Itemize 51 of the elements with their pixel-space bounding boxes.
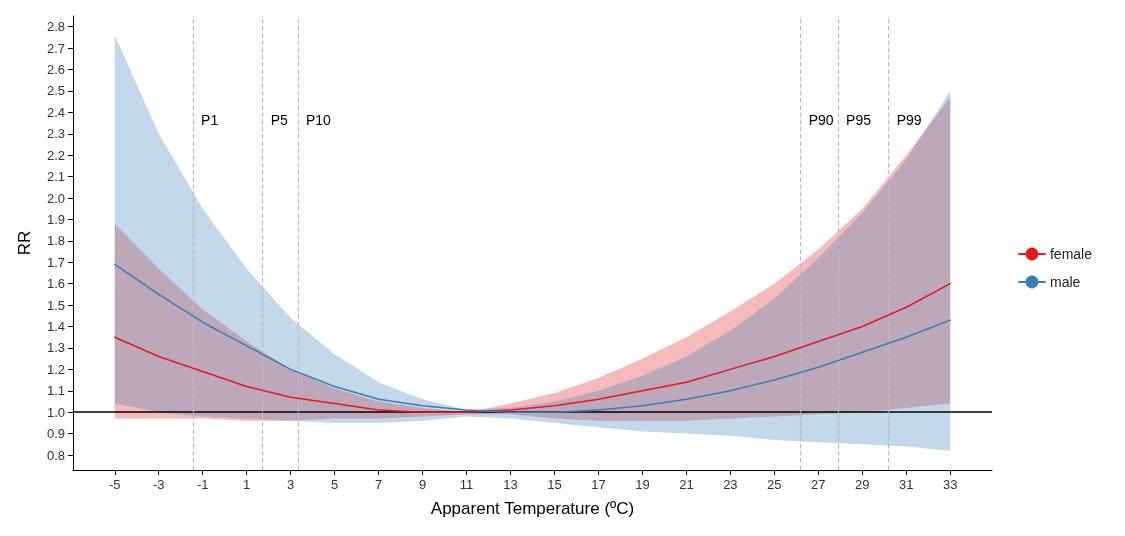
x-tick-label: 3 [287, 477, 295, 492]
x-tick-label: -1 [196, 477, 209, 492]
y-tick-label: 0.8 [46, 447, 65, 463]
y-tick-label: 2.8 [46, 19, 65, 35]
legend-label: female [1049, 246, 1093, 262]
x-tick-label: 27 [811, 477, 826, 492]
y-tick-label: 1.6 [46, 276, 65, 292]
x-tick-label: 23 [723, 477, 738, 492]
y-tick-label: 2.6 [46, 62, 65, 78]
x-axis-title: Apparent Temperature (ºC) [430, 499, 635, 518]
y-tick-label: 1.5 [46, 297, 65, 313]
x-tick-label: 7 [374, 477, 383, 492]
ref-line-label: P99 [896, 112, 922, 129]
y-tick-label: 2.1 [46, 169, 65, 185]
x-tick-label: 13 [503, 477, 518, 492]
y-tick-label: 1.3 [46, 340, 65, 356]
y-tick-label: 1.8 [46, 233, 65, 249]
ref-line-label: P1 [201, 112, 219, 129]
y-tick-label: 0.9 [46, 426, 65, 442]
ref-line-label: P5 [270, 112, 289, 129]
x-tick-label: 11 [459, 477, 474, 492]
x-tick-label: 33 [942, 477, 958, 492]
y-tick-label: 1.2 [46, 361, 65, 377]
x-tick-label: 31 [899, 477, 914, 492]
x-tick-label: 17 [591, 477, 606, 492]
y-tick-label: 2.5 [46, 83, 65, 99]
y-tick-label: 2.2 [46, 147, 65, 163]
y-tick-label: 1.7 [46, 254, 65, 270]
x-tick-label: 29 [855, 477, 870, 492]
x-tick-label: 9 [418, 477, 427, 492]
legend-label: male [1049, 274, 1081, 290]
y-tick-label: 2.7 [46, 40, 65, 56]
y-axis-title: RR [15, 230, 34, 256]
x-tick-label: -5 [108, 477, 121, 492]
y-tick-label: 2.0 [46, 190, 65, 206]
y-tick-label: 1.4 [46, 319, 65, 335]
ref-line-label: P95 [846, 112, 872, 129]
x-tick-label: 1 [243, 477, 251, 492]
y-tick-label: 1.1 [46, 383, 65, 399]
y-tick-label: 2.4 [46, 104, 65, 120]
x-tick-label: -3 [152, 477, 165, 492]
x-tick-label: 5 [331, 477, 339, 492]
ref-line-label: P90 [808, 112, 834, 129]
x-tick-label: 21 [679, 477, 694, 492]
y-tick-label: 1.9 [46, 211, 65, 227]
x-tick-label: 19 [635, 477, 650, 492]
y-tick-label: 2.3 [46, 126, 65, 142]
ref-line-label: P10 [305, 112, 332, 129]
y-tick-label: 1.0 [46, 404, 65, 420]
x-tick-label: 25 [767, 477, 782, 492]
x-tick-label: 15 [547, 477, 562, 492]
